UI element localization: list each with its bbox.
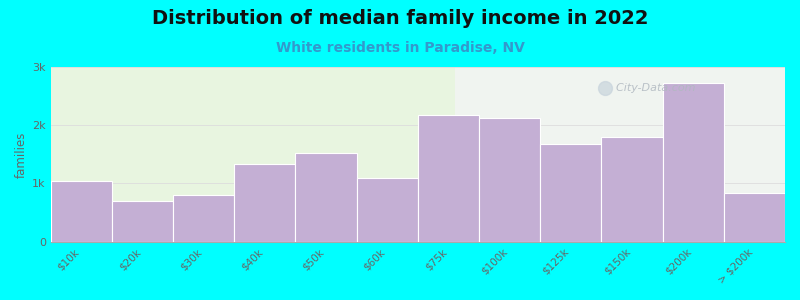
Bar	[724, 193, 785, 242]
Bar	[112, 201, 173, 242]
Bar	[479, 118, 540, 242]
Y-axis label: families: families	[15, 131, 28, 178]
Text: City-Data.com: City-Data.com	[609, 83, 695, 93]
Bar	[602, 137, 662, 242]
Bar	[173, 195, 234, 242]
Bar	[357, 178, 418, 242]
Bar	[418, 115, 479, 242]
Bar	[234, 164, 295, 242]
Bar	[50, 67, 454, 242]
Bar	[540, 144, 602, 242]
Bar	[295, 153, 357, 242]
Bar	[662, 83, 724, 242]
Text: Distribution of median family income in 2022: Distribution of median family income in …	[152, 9, 648, 28]
Bar	[454, 67, 785, 242]
Text: White residents in Paradise, NV: White residents in Paradise, NV	[275, 40, 525, 55]
Bar	[50, 181, 112, 242]
